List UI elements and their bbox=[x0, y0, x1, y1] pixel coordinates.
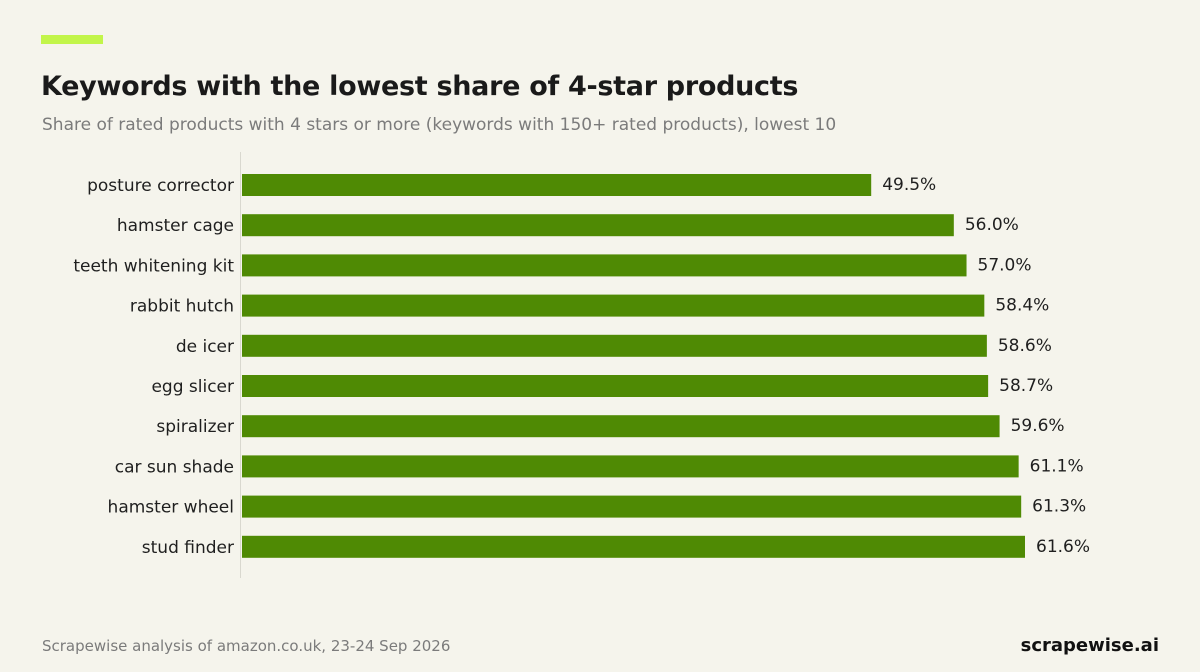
bar-hamster-wheel bbox=[242, 495, 1022, 518]
category-label: car sun shade bbox=[115, 457, 234, 477]
bar-stud-finder bbox=[242, 535, 1025, 558]
category-label: posture corrector bbox=[87, 176, 234, 196]
value-label: 56.0% bbox=[965, 215, 1019, 235]
value-label: 61.1% bbox=[1030, 456, 1084, 476]
bar-teeth-whitening-kit bbox=[242, 254, 967, 277]
category-label: de icer bbox=[176, 337, 234, 357]
value-label: 57.0% bbox=[978, 255, 1032, 275]
category-labels: posture corrector hamster cage teeth white… bbox=[73, 176, 234, 558]
category-label: spiralizer bbox=[156, 417, 234, 437]
value-label: 58.4% bbox=[995, 296, 1049, 316]
category-label: rabbit hutch bbox=[130, 297, 234, 317]
bar-de-icer bbox=[242, 334, 987, 357]
bars-group bbox=[242, 174, 1025, 558]
value-label: 61.6% bbox=[1036, 537, 1090, 557]
category-label: stud finder bbox=[142, 538, 234, 558]
bar-rabbit-hutch bbox=[242, 294, 985, 317]
bar-spiralizer bbox=[242, 415, 1000, 438]
value-label: 61.3% bbox=[1032, 497, 1086, 517]
bar-posture-corrector bbox=[242, 174, 872, 196]
category-label: teeth whitening kit bbox=[73, 256, 234, 276]
value-label: 59.6% bbox=[1011, 416, 1065, 436]
category-label: egg slicer bbox=[151, 377, 234, 397]
brand-logo-text: scrapewise.ai bbox=[1020, 635, 1159, 656]
value-label: 58.7% bbox=[999, 376, 1053, 396]
value-label: 49.5% bbox=[882, 175, 936, 195]
bar-hamster-cage bbox=[242, 214, 954, 237]
bar-car-sun-shade bbox=[242, 455, 1019, 478]
value-label: 58.6% bbox=[998, 336, 1052, 356]
category-label: hamster cage bbox=[117, 216, 234, 236]
value-labels: 49.5% 56.0% 57.0% 58.4% 58.6% 58.7% 59.6% 61.1%… bbox=[882, 175, 1090, 557]
source-note: Scrapewise analysis of amazon.co.uk, 23-… bbox=[42, 637, 451, 655]
category-label: hamster wheel bbox=[108, 498, 234, 518]
accent-bar bbox=[41, 35, 103, 44]
bar-egg-slicer bbox=[242, 375, 989, 397]
chart-subtitle: Share of rated products with 4 stars or … bbox=[42, 115, 837, 135]
chart-title: Keywords with the lowest share of 4-star… bbox=[41, 71, 799, 102]
